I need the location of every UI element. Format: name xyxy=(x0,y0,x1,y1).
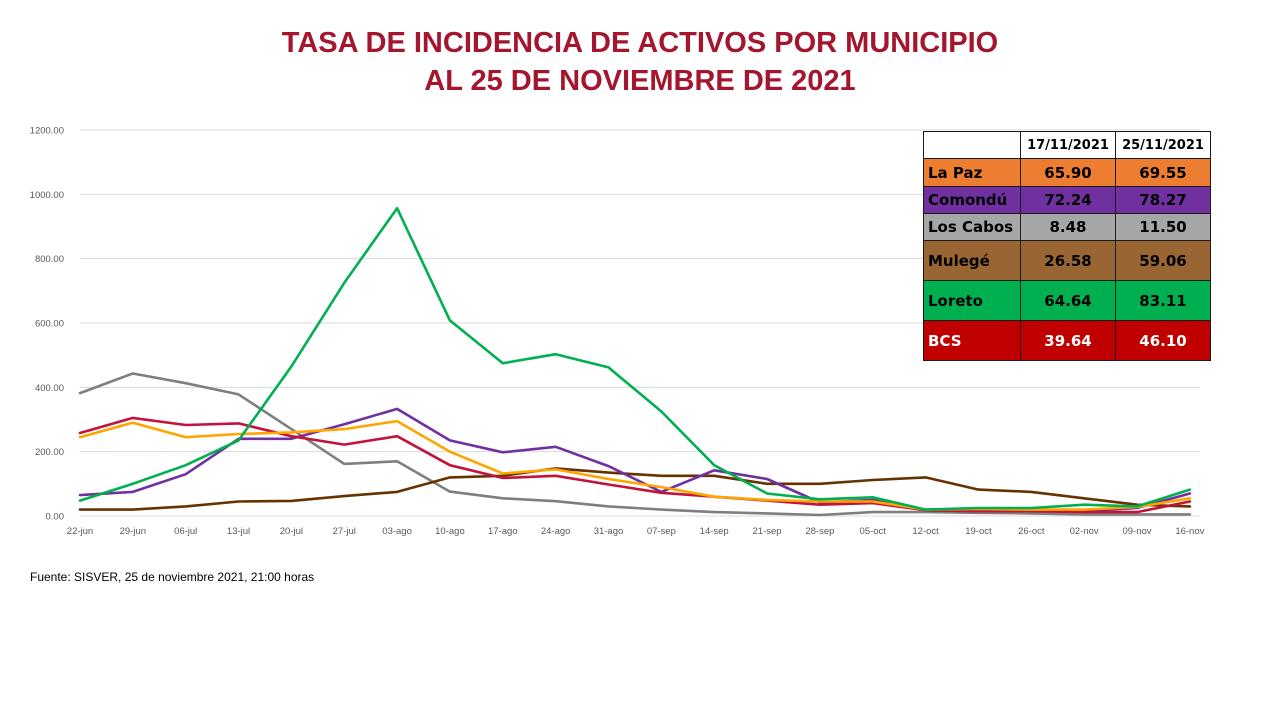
x-tick-label: 20-jul xyxy=(280,526,303,537)
table-header-date-1: 17/11/2021 xyxy=(1020,131,1116,159)
x-tick-label: 12-oct xyxy=(912,526,939,537)
row-name: Los Cabos xyxy=(923,213,1021,241)
y-tick-label: 1000.00 xyxy=(30,190,64,201)
table-header-row: 17/11/2021 25/11/2021 xyxy=(923,131,1211,159)
series-line-1 xyxy=(78,372,1192,517)
x-tick-label: 31-ago xyxy=(594,526,624,537)
row-value-2: 83.11 xyxy=(1115,280,1211,321)
row-value-2: 46.10 xyxy=(1115,320,1211,361)
y-tick-label: 1200.00 xyxy=(30,126,64,137)
series-line-5 xyxy=(78,419,1192,511)
row-name: Comondú xyxy=(923,186,1021,214)
y-tick-label: 200.00 xyxy=(35,447,64,458)
x-tick-label: 09-nov xyxy=(1122,526,1151,537)
row-value-1: 72.24 xyxy=(1020,186,1116,214)
x-tick-label: 19-oct xyxy=(965,526,992,537)
row-value-1: 65.90 xyxy=(1020,158,1116,187)
row-value-1: 26.58 xyxy=(1020,240,1116,281)
series-line-2 xyxy=(78,467,1192,511)
y-tick-label: 600.00 xyxy=(35,319,64,330)
x-tick-label: 05-oct xyxy=(860,526,887,537)
x-tick-label: 16-nov xyxy=(1175,526,1204,537)
row-value-2: 69.55 xyxy=(1115,158,1211,187)
x-tick-label: 06-jul xyxy=(174,526,197,537)
table-row: La Paz 65.90 69.55 xyxy=(923,158,1211,187)
row-value-1: 64.64 xyxy=(1020,280,1116,321)
x-tick-label: 14-sep xyxy=(700,526,729,537)
series-line-4 xyxy=(78,416,1192,514)
title-line-2: AL 25 DE NOVIEMBRE DE 2021 xyxy=(424,65,856,97)
x-tick-label: 26-oct xyxy=(1018,526,1045,537)
y-tick-label: 0.00 xyxy=(46,512,65,523)
x-tick-label: 27-jul xyxy=(333,526,356,537)
x-tick-label: 17-ago xyxy=(488,526,518,537)
x-tick-label: 10-ago xyxy=(435,526,465,537)
x-tick-label: 28-sep xyxy=(805,526,834,537)
row-name: Loreto xyxy=(923,280,1021,321)
table-row: BCS 39.64 46.10 xyxy=(923,320,1211,361)
x-tick-label: 21-sep xyxy=(753,526,782,537)
table-header-date-2: 25/11/2021 xyxy=(1115,131,1211,159)
table-row: Comondú 72.24 78.27 xyxy=(923,186,1211,214)
title-line-1: TASA DE INCIDENCIA DE ACTIVOS POR MUNICI… xyxy=(281,27,999,59)
row-name: La Paz xyxy=(923,158,1021,187)
y-tick-label: 800.00 xyxy=(35,254,64,265)
row-value-2: 11.50 xyxy=(1115,213,1211,241)
table-row: Loreto 64.64 83.11 xyxy=(923,280,1211,321)
x-tick-label: 02-nov xyxy=(1070,526,1099,537)
row-value-1: 8.48 xyxy=(1020,213,1116,241)
series-line-6 xyxy=(78,206,1192,511)
row-value-1: 39.64 xyxy=(1020,320,1116,361)
table-row: Mulegé 26.58 59.06 xyxy=(923,240,1211,281)
x-tick-label: 03-ago xyxy=(382,526,412,537)
x-tick-label: 07-sep xyxy=(647,526,676,537)
data-table: 17/11/2021 25/11/2021 La Paz 65.90 69.55 Co… xyxy=(923,131,1211,361)
x-tick-label: 29-jun xyxy=(120,526,146,537)
line-chart: 0.00 200.00 400.00 600.00 800.00 1000.00 1200.… xyxy=(30,126,1205,538)
row-name: BCS xyxy=(923,320,1021,361)
x-tick-label: 24-ago xyxy=(541,526,571,537)
row-name: Mulegé xyxy=(923,240,1021,281)
row-value-2: 59.06 xyxy=(1115,240,1211,281)
x-tick-label: 13-jul xyxy=(227,526,250,537)
source-note: Fuente: SISVER, 25 de noviembre 2021, 21… xyxy=(30,570,315,584)
table-header-blank xyxy=(923,131,1021,159)
table-row: Los Cabos 8.48 11.50 xyxy=(923,213,1211,241)
row-value-2: 78.27 xyxy=(1115,186,1211,214)
y-tick-label: 400.00 xyxy=(35,383,64,394)
x-tick-label: 22-jun xyxy=(67,526,93,537)
chart-title: TASA DE INCIDENCIA DE ACTIVOS POR MUNICI… xyxy=(0,24,1280,100)
